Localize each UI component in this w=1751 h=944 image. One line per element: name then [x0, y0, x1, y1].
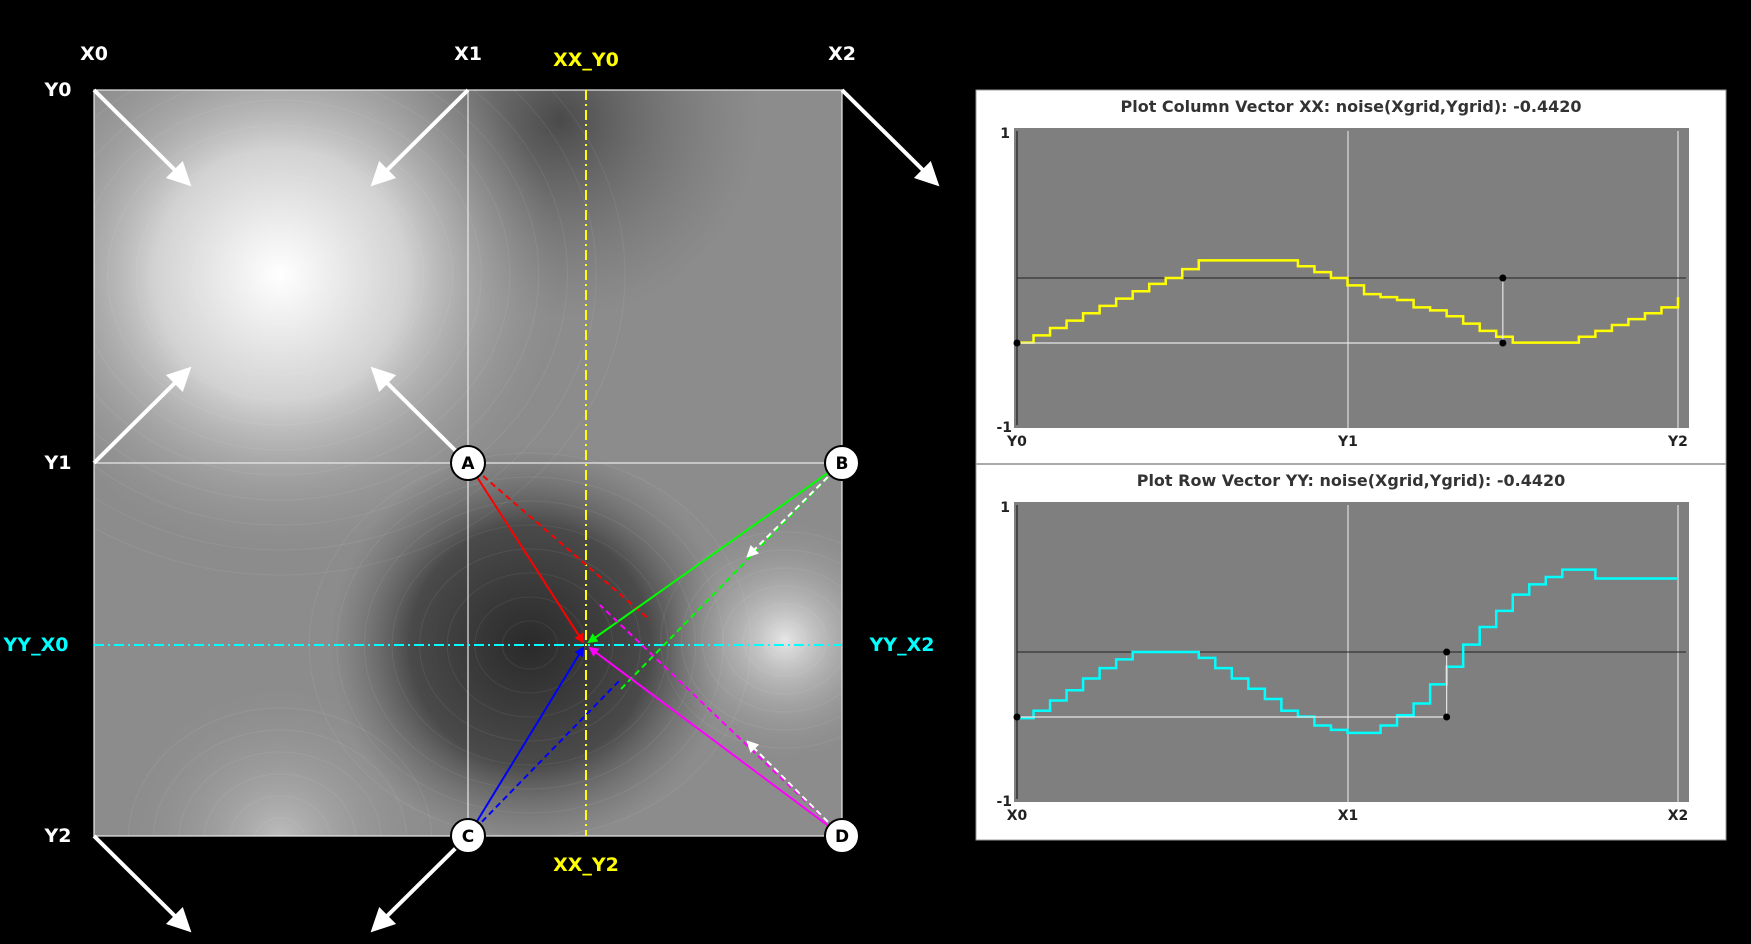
corner-a-label: A — [461, 454, 475, 474]
row-plot: Plot Row Vector YY: noise(Xgrid,Ygrid): … — [996, 471, 1689, 824]
vector-a-solid — [467, 462, 585, 644]
column-xtick-1: Y1 — [1337, 434, 1358, 450]
vector-b-gradient — [746, 462, 843, 558]
value-marker-dot — [1443, 713, 1451, 721]
column-plot: Plot Column Vector XX: noise(Xgrid,Ygrid… — [996, 97, 1689, 450]
vector-c-dashed — [467, 679, 621, 837]
row-series — [1013, 568, 1678, 735]
label-xx-y2: XX_Y2 — [553, 854, 619, 876]
value-marker-dot — [1013, 713, 1021, 721]
gradient-arrow-y1x0 — [92, 366, 192, 465]
vector-b-solid — [587, 462, 843, 644]
gradient-arrow-y0x1 — [370, 88, 470, 187]
value-marker-dot — [1499, 339, 1507, 347]
column-plot-title: Plot Column Vector XX: noise(Xgrid,Ygrid… — [1120, 97, 1581, 116]
column-ymax: 1 — [1000, 126, 1010, 142]
row-xtick-2: X2 — [1668, 808, 1689, 824]
corner-d: D — [824, 818, 860, 854]
vector-d-gradient — [746, 740, 843, 837]
row-xtick-0: X0 — [1007, 808, 1028, 824]
row-ymin: -1 — [996, 794, 1012, 810]
value-marker-dot — [1013, 339, 1021, 347]
corner-a: A — [450, 445, 486, 481]
row-xtick-1: X1 — [1338, 808, 1359, 824]
gradient-arrows — [92, 88, 940, 933]
value-marker-dot — [1443, 648, 1451, 656]
corner-c-label: C — [462, 827, 474, 847]
vector-d-solid — [588, 646, 843, 837]
column-series — [1013, 259, 1680, 347]
label-x0: X0 — [80, 43, 108, 65]
label-y1: Y1 — [44, 452, 72, 474]
corner-b-label: B — [836, 454, 849, 474]
distance-vectors — [467, 462, 843, 837]
label-x1: X1 — [454, 43, 482, 65]
label-xx-y0: XX_Y0 — [553, 49, 619, 71]
corner-b: B — [824, 445, 860, 481]
column-xtick-2: Y2 — [1667, 434, 1688, 450]
series-line — [1017, 259, 1680, 344]
corner-markers: A B C D — [450, 445, 860, 854]
gradient-arrow-y0x2 — [840, 88, 940, 187]
label-yy-x0: YY_X0 — [3, 634, 69, 656]
vector-c-solid — [467, 646, 585, 837]
row-plot-title: Plot Row Vector YY: noise(Xgrid,Ygrid): … — [1137, 471, 1566, 490]
series-line — [1017, 568, 1678, 735]
gradient-arrow-y2x0 — [92, 834, 192, 933]
gradient-arrow-y2x1 — [370, 834, 470, 933]
corner-c: C — [450, 818, 486, 854]
gradient-arrow-y1x1 — [370, 366, 470, 465]
row-ymax: 1 — [1000, 500, 1010, 516]
vector-d-dashed — [599, 604, 843, 837]
vector-a-dashed — [467, 462, 651, 621]
value-marker-dot — [1499, 274, 1507, 282]
label-y2: Y2 — [44, 825, 72, 847]
label-yy-x2: YY_X2 — [869, 634, 935, 656]
label-y0: Y0 — [44, 79, 72, 101]
plots-panel: Plot Column Vector XX: noise(Xgrid,Ygrid… — [975, 89, 1727, 841]
label-x2: X2 — [828, 43, 856, 65]
gradient-arrow-y0x0 — [92, 88, 192, 187]
sample-line-labels: XX_Y0 XX_Y2 YY_X0 YY_X2 — [3, 49, 935, 876]
grid-labels: X0 X1 X2 Y0 Y1 Y2 — [44, 43, 856, 847]
column-xtick-0: Y0 — [1006, 434, 1027, 450]
column-ymin: -1 — [996, 420, 1012, 436]
corner-d-label: D — [835, 827, 849, 847]
